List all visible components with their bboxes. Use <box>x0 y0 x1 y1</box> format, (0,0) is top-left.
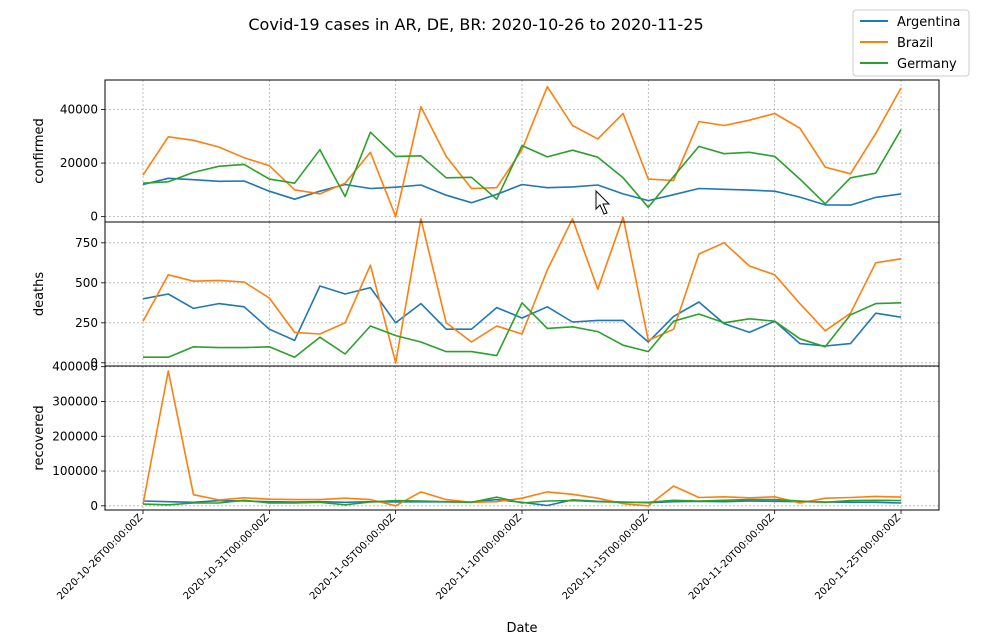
x-tick-label: 2020-11-05T00:00:00Z <box>308 512 398 602</box>
series-line-germany-confirmed <box>142 129 902 209</box>
series-line-brazil-recovered <box>142 370 902 507</box>
x-tick-label: 2020-11-15T00:00:00Z <box>561 512 651 602</box>
series-line-germany-deaths <box>143 301 902 359</box>
x-axis-label: Date <box>506 621 537 633</box>
y-axis-label-recovered: recovered <box>32 405 47 470</box>
series-line-argentina-confirmed <box>142 177 902 206</box>
y-tick-label: 40000 <box>60 102 98 116</box>
legend-label-germany: Germany <box>897 57 957 72</box>
subplot-confirmed: 0 20000 40000 confirmed <box>32 79 940 224</box>
x-tick-label: 2020-11-25T00:00:00Z <box>813 512 903 602</box>
y-tick-label: 100000 <box>52 464 98 478</box>
y-tick-label: 200000 <box>52 429 98 443</box>
x-tick-labels: 2020-10-26T00:00:00Z 2020-10-31T00:00:00Z… <box>55 512 903 602</box>
chart-title: Covid-19 cases in AR, DE, BR: 2020-10-26… <box>248 15 703 34</box>
y-tick-label: 300000 <box>52 394 98 408</box>
subplot-deaths: 0 250 500 750 deaths <box>32 216 940 370</box>
legend-label-brazil: Brazil <box>897 36 933 51</box>
y-tick-label: 500 <box>75 276 98 290</box>
mouse-cursor-icon <box>595 189 611 215</box>
y-tick-label: 0 <box>90 499 98 513</box>
y-axis-label-confirmed: confirmed <box>32 118 47 184</box>
series-line-brazil-deaths <box>142 216 902 364</box>
x-tick-label: 2020-10-31T00:00:00Z <box>182 512 272 602</box>
legend-label-argentina: Argentina <box>897 15 960 30</box>
x-tick-label: 2020-10-26T00:00:00Z <box>55 512 145 602</box>
subplots: 0 20000 40000 confirmed 0 250 500 750 deaths 0 100… <box>32 79 940 514</box>
series-line-brazil-confirmed <box>142 85 902 218</box>
subplot-recovered: 0 100000 200000 300000 400000 recovered <box>32 360 940 514</box>
y-axis-label-deaths: deaths <box>32 272 47 317</box>
series-line-germany-recovered <box>142 496 902 506</box>
y-tick-label: 20000 <box>60 156 98 170</box>
y-tick-label: 400000 <box>52 360 98 374</box>
y-tick-label: 750 <box>75 236 98 250</box>
legend: Argentina Brazil Germany <box>852 9 970 77</box>
y-tick-label: 0 <box>90 210 98 224</box>
y-tick-label: 0 <box>90 356 98 370</box>
axes-frame <box>104 365 940 511</box>
x-tick-label: 2020-11-20T00:00:00Z <box>687 512 777 602</box>
x-tick-label: 2020-11-10T00:00:00Z <box>434 512 524 602</box>
y-tick-label: 250 <box>75 316 98 330</box>
legend-frame <box>852 9 970 77</box>
